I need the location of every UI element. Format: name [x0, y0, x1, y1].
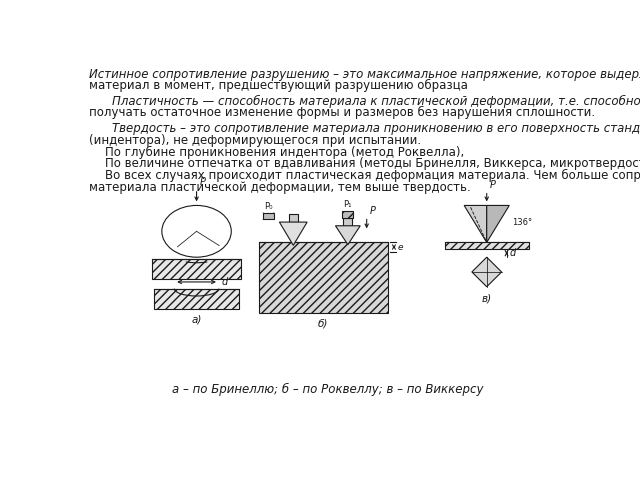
Text: e: e [397, 242, 403, 252]
Bar [342, 211, 353, 218]
Text: б): б) [318, 318, 328, 328]
Polygon shape [472, 257, 502, 287]
Polygon shape [464, 205, 486, 242]
Bar [289, 214, 298, 222]
Bar [263, 213, 274, 219]
Text: Пластичность — способность материала к пластической деформации, т.е. способность: Пластичность — способность материала к п… [112, 95, 640, 108]
Text: Истинное сопротивление разрушению – это максимальное напряжение, которое выдержи: Истинное сопротивление разрушению – это … [89, 68, 640, 81]
Text: а – по Бринеллю; б – по Роквеллу; в – по Виккерсу: а – по Бринеллю; б – по Роквеллу; в – по… [172, 383, 484, 396]
Text: P: P [370, 206, 376, 216]
Text: P₁: P₁ [344, 200, 352, 209]
Text: материал в момент, предшествующий разрушению образца: материал в момент, предшествующий разруш… [89, 79, 468, 92]
Text: материала пластической деформации, тем выше твердость.: материала пластической деформации, тем в… [89, 181, 470, 194]
Bar [259, 242, 388, 312]
Bar [154, 288, 239, 309]
Text: P: P [200, 177, 206, 187]
Text: получать остаточное изменение формы и размеров без нарушения сплошности.: получать остаточное изменение формы и ра… [89, 107, 595, 120]
Text: d: d [509, 248, 516, 258]
Text: а): а) [191, 314, 202, 324]
Polygon shape [486, 205, 509, 242]
Bar [152, 259, 241, 279]
Polygon shape [280, 222, 307, 245]
Text: По величине отпечатка от вдавливания (методы Бринелля, Виккерса, микротвердости): По величине отпечатка от вдавливания (ме… [105, 157, 640, 170]
Text: Во всех случаях происходит пластическая деформация материала. Чем больше сопроти: Во всех случаях происходит пластическая … [105, 169, 640, 182]
Text: (индентора), не деформирующегося при испытании.: (индентора), не деформирующегося при исп… [89, 134, 421, 147]
Bar [344, 218, 352, 226]
Bar [445, 242, 529, 249]
Text: в): в) [482, 293, 492, 303]
Text: 136°: 136° [512, 217, 532, 227]
Text: По глубине проникновения индентора (метод Роквелла),: По глубине проникновения индентора (мето… [105, 145, 464, 159]
Text: Твердость – это сопротивление материала проникновению в его поверхность стандарт: Твердость – это сопротивление материала … [112, 122, 640, 135]
Text: d: d [221, 277, 228, 287]
Text: P: P [490, 180, 496, 190]
Polygon shape [335, 226, 360, 245]
Text: P₀: P₀ [264, 202, 273, 211]
